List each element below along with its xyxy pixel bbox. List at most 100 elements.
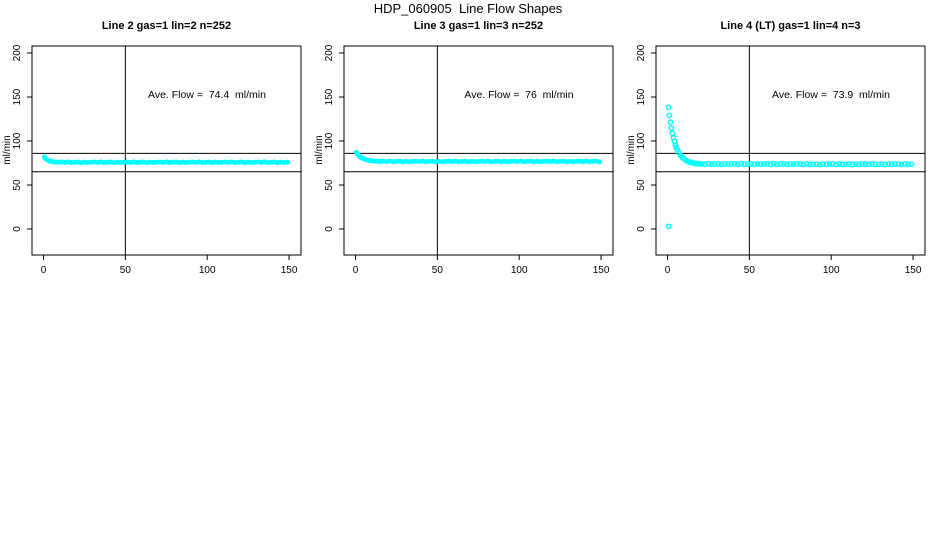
data-point (823, 161, 830, 168)
ave-flow-annotation: Ave. Flow = 76 ml/min (464, 89, 574, 101)
data-point (839, 161, 846, 168)
x-tick-label: 0 (665, 265, 671, 276)
x-tick-label: 150 (905, 265, 922, 276)
data-point (754, 161, 761, 167)
data-point (784, 161, 790, 168)
data-point (882, 161, 889, 168)
data-point (715, 160, 722, 167)
data-point (731, 160, 738, 167)
x-tick-label: 150 (593, 265, 610, 276)
data-point (787, 161, 794, 167)
data-point (728, 160, 735, 167)
data-point (665, 223, 672, 230)
data-point (777, 161, 784, 167)
data-point (721, 161, 728, 167)
data-point (667, 119, 674, 126)
data-point (748, 160, 754, 167)
data-point (895, 161, 902, 167)
plot-box (31, 45, 302, 256)
data-point (843, 161, 849, 168)
data-point (771, 160, 777, 167)
x-tick-label: 50 (744, 265, 756, 276)
data-point (820, 161, 826, 168)
data-point (672, 141, 679, 148)
x-tick-label: 50 (120, 265, 132, 276)
x-tick-label: 100 (199, 265, 216, 276)
data-point (879, 161, 885, 167)
y-tick-label: 100 (636, 132, 647, 149)
data-point (905, 161, 912, 168)
panel-title: Line 3 gas=1 lin=3 n=252 (413, 20, 544, 32)
data-point (738, 160, 745, 167)
data-point (698, 160, 705, 167)
data-point (803, 160, 810, 167)
panel-title: Line 2 gas=1 lin=2 n=252 (101, 20, 232, 32)
x-tick-label: 150 (281, 265, 298, 276)
panel-line4: 0 50 100 150 200 0 50 100 150 Line 4 (LT) gas=1 … (624, 0, 936, 300)
data-point (793, 160, 800, 167)
data-point (668, 125, 675, 131)
y-tick-label: 0 (324, 226, 335, 232)
data-point (702, 161, 709, 168)
panel-line2: 0 50 100 150 200 0 50 100 150 Line 2 gas=1 lin=2… (0, 0, 312, 300)
data-point (888, 161, 895, 168)
data-point (705, 160, 712, 167)
data-point (708, 161, 715, 168)
data-point (908, 161, 915, 168)
ave-flow-annotation: Ave. Flow = 74.4 ml/min (148, 89, 266, 101)
data-point (856, 161, 862, 168)
data-point (665, 104, 672, 111)
y-tick-label: 0 (12, 226, 23, 232)
y-tick-label: 150 (12, 88, 23, 105)
y-tick-label: 150 (324, 88, 335, 105)
data-point (774, 161, 781, 168)
data-point (757, 161, 764, 168)
data-point (898, 161, 905, 168)
data-point (767, 161, 774, 168)
data-point (846, 161, 853, 167)
y-axis-label: ml/min (2, 135, 13, 165)
data-point (885, 161, 892, 168)
data-point (829, 161, 836, 167)
data-point (725, 161, 731, 168)
data-point (849, 161, 856, 168)
y-tick-label: 50 (12, 179, 23, 191)
data-point (797, 161, 803, 167)
plot-area: 0 50 100 150 200 0 50 100 150 (324, 44, 614, 276)
data-point (836, 160, 843, 167)
x-tick-label: 0 (353, 265, 359, 276)
x-tick-label: 100 (823, 265, 840, 276)
figure-title: HDP_060905 Line Flow Shapes (373, 1, 563, 16)
data-point (810, 161, 817, 168)
ave-flow-annotation: Ave. Flow = 73.9 ml/min (772, 89, 890, 101)
y-tick-label: 50 (636, 179, 647, 191)
data-point (718, 161, 725, 168)
y-tick-label: 100 (324, 132, 335, 149)
plot-area: 0 50 100 150 200 0 50 100 150 (636, 44, 926, 276)
data-point (807, 161, 813, 168)
x-tick-label: 100 (511, 265, 528, 276)
data-point (852, 161, 859, 168)
data-point (813, 161, 820, 167)
data-point (596, 159, 602, 165)
y-tick-label: 200 (12, 44, 23, 61)
data-point (869, 160, 876, 167)
y-tick-label: 200 (636, 44, 647, 61)
data-point (764, 160, 771, 167)
data-point (859, 161, 866, 167)
data-point (712, 161, 718, 167)
panel-title: Line 4 (LT) gas=1 lin=4 n=3 (720, 20, 861, 32)
data-point (892, 161, 898, 167)
plot-box (343, 45, 614, 256)
panel-line3: 0 50 100 150 200 0 50 100 150 Line 3 gas=1 lin=3… (312, 0, 624, 300)
data-point (862, 161, 869, 167)
data-point (751, 161, 758, 168)
data-point (741, 161, 748, 168)
data-point (872, 161, 879, 168)
y-tick-label: 50 (324, 179, 335, 191)
data-point (816, 161, 823, 168)
x-tick-label: 50 (432, 265, 444, 276)
data-point (734, 161, 741, 168)
y-tick-label: 150 (636, 88, 647, 105)
